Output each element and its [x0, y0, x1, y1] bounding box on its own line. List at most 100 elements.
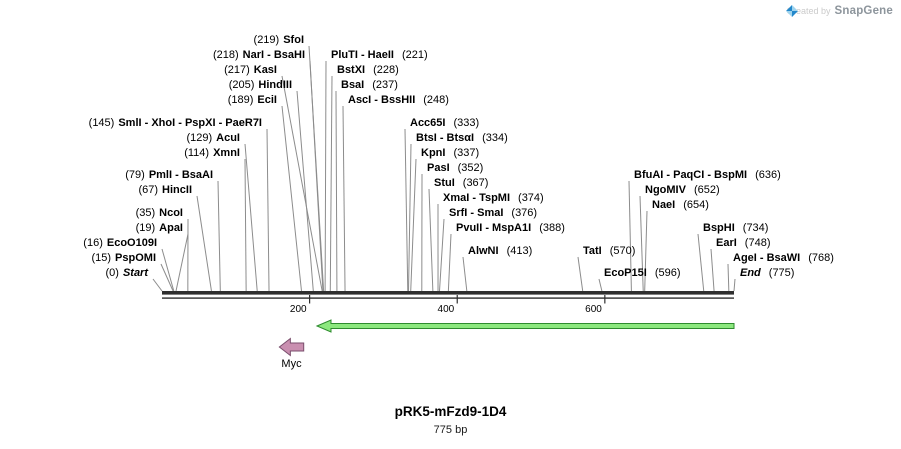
feature-arrow-cds-arrow[interactable] [315, 319, 735, 333]
site-position: (652) [693, 184, 720, 196]
callout-line [439, 218, 445, 292]
enzyme-name: BspHI [703, 222, 735, 234]
site-label-NcoI[interactable]: (35) NcoI [136, 207, 183, 220]
enzyme-name: AgeI - BsaWI [733, 252, 801, 264]
site-position: (114) [184, 147, 210, 159]
site-label-End[interactable]: End (775) [740, 267, 794, 280]
sequence-line[interactable] [162, 291, 734, 295]
site-position: (768) [808, 252, 834, 264]
site-label-PluTI-HaeII[interactable]: PluTI - HaeII (221) [331, 49, 428, 62]
enzyme-name: PspOMI [115, 252, 156, 264]
site-label-AscI-BssHII[interactable]: AscI - BssHII (248) [348, 94, 449, 107]
callout-line [244, 158, 247, 292]
site-label-TatI[interactable]: TatI (570) [583, 245, 635, 258]
site-label-HindIII[interactable]: (205) HindIII [229, 79, 292, 92]
snapgene-brand-text: SnapGene [834, 5, 893, 17]
enzyme-name: NarI - BsaHI [242, 49, 305, 61]
site-position: (19) [135, 222, 156, 234]
enzyme-name: StuI [434, 177, 455, 189]
callout-line [161, 248, 175, 292]
callout-line [296, 90, 314, 292]
site-label-EcoP15I[interactable]: EcoP15I (596) [604, 267, 681, 280]
enzyme-name: NcoI [159, 207, 183, 219]
site-label-BfuAI-PaqCI-BspMI[interactable]: BfuAI - PaqCI - BspMI (636) [634, 169, 781, 182]
site-label-Start[interactable]: (0) Start [105, 267, 148, 280]
enzyme-name: PvuII - MspA1I [456, 222, 532, 234]
enzyme-name: ApaI [159, 222, 183, 234]
site-label-EciI[interactable]: (189) EciI [228, 94, 277, 107]
site-label-NarI-BsaHI[interactable]: (218) NarI - BsaHI [213, 49, 305, 62]
site-position: (217) [224, 64, 250, 76]
site-position: (367) [462, 177, 489, 189]
site-label-EcoO109I[interactable]: (16) EcoO109I [83, 237, 157, 250]
enzyme-name: NaeI [652, 199, 676, 211]
enzyme-name: XmnI [213, 147, 240, 159]
enzyme-name: BsaI [341, 79, 365, 91]
site-position: (376) [511, 207, 538, 219]
site-label-XmaI-TspMI[interactable]: XmaI - TspMI (374) [443, 192, 544, 205]
enzyme-name: XmaI - TspMI [443, 192, 511, 204]
site-label-HincII[interactable]: (67) HincII [138, 184, 192, 197]
sequence-line-bottom [162, 297, 734, 299]
callout-line [628, 180, 632, 292]
enzyme-name: BstXI [337, 64, 366, 76]
site-label-NgoMIV[interactable]: NgoMIV (652) [645, 184, 720, 197]
site-label-BtsI-Bts-I[interactable]: BtsI - BtsαI (334) [416, 132, 508, 145]
callout-line [447, 233, 452, 292]
callout-line [697, 233, 705, 292]
enzyme-name: SfoI [283, 34, 304, 46]
enzyme-name: BtsI - BtsαI [416, 132, 475, 144]
site-label-SmlI-XhoI-PspXI-PaeR7I[interactable]: (145) SmlI - XhoI - PspXI - PaeR7I [89, 117, 262, 130]
site-label-PmlI-BsaAI[interactable]: (79) PmlI - BsaAI [125, 169, 213, 182]
site-position: (145) [88, 117, 115, 129]
site-position: (35) [135, 207, 156, 219]
site-label-XmnI[interactable]: (114) XmnI [184, 147, 240, 160]
enzyme-name: NgoMIV [645, 184, 686, 196]
site-label-ApaI[interactable]: (19) ApaI [136, 222, 183, 235]
site-position: (228) [373, 64, 399, 76]
site-position: (636) [755, 169, 781, 181]
enzyme-name: EarI [716, 237, 737, 249]
callout-line [324, 60, 327, 292]
site-label-AlwNI[interactable]: AlwNI (413) [468, 245, 532, 258]
site-label-BstXI[interactable]: BstXI (228) [337, 64, 399, 77]
created-by-text: Created by [786, 6, 831, 16]
site-label-EarI[interactable]: EarI (748) [716, 237, 770, 250]
site-label-NaeI[interactable]: NaeI (654) [652, 199, 709, 212]
enzyme-name: HindIII [258, 79, 292, 91]
callout-line [281, 75, 323, 292]
site-label-SfoI[interactable]: (219) SfoI [254, 34, 304, 47]
site-position: (189) [227, 94, 254, 106]
callout-line [408, 143, 412, 292]
callout-line [404, 128, 409, 292]
site-position: (129) [186, 132, 213, 144]
site-label-SrfI-SmaI[interactable]: SrfI - SmaI (376) [449, 207, 537, 220]
site-label-PasI[interactable]: PasI (352) [427, 162, 483, 175]
enzyme-name: Acc65I [410, 117, 446, 129]
site-position: (205) [228, 79, 255, 91]
site-position: (237) [372, 79, 398, 91]
site-label-KasI[interactable]: (217) KasI [224, 64, 277, 77]
site-label-PspOMI[interactable]: (15) PspOMI [91, 252, 156, 265]
site-label-PvuII-MspA1I[interactable]: PvuII - MspA1I (388) [456, 222, 565, 235]
site-label-AgeI-BsaWI[interactable]: AgeI - BsaWI (768) [733, 252, 834, 265]
site-label-StuI[interactable]: StuI (367) [434, 177, 488, 190]
enzyme-name: PasI [427, 162, 450, 174]
enzyme-name: SrfI - SmaI [449, 207, 504, 219]
site-label-KpnI[interactable]: KpnI (337) [421, 147, 479, 160]
site-label-BspHI[interactable]: BspHI (734) [703, 222, 768, 235]
callout-line [342, 105, 346, 292]
site-label-BsaI[interactable]: BsaI (237) [341, 79, 398, 92]
enzyme-name: PmlI - BsaAI [148, 169, 213, 181]
site-label-AcuI[interactable]: (129) AcuI [186, 132, 240, 145]
site-position: (413) [506, 245, 533, 257]
enzyme-name: PluTI - HaeII [331, 49, 394, 61]
site-position: (334) [482, 132, 508, 144]
feature-label-myc: Myc [281, 358, 302, 370]
feature-arrow-myc[interactable] [278, 337, 305, 357]
snapgene-logo-icon [786, 5, 799, 17]
site-position: (15) [91, 252, 112, 264]
site-label-Acc65I[interactable]: Acc65I (333) [410, 117, 479, 130]
callout-line [410, 158, 417, 292]
plasmid-length: 775 bp [433, 424, 468, 436]
